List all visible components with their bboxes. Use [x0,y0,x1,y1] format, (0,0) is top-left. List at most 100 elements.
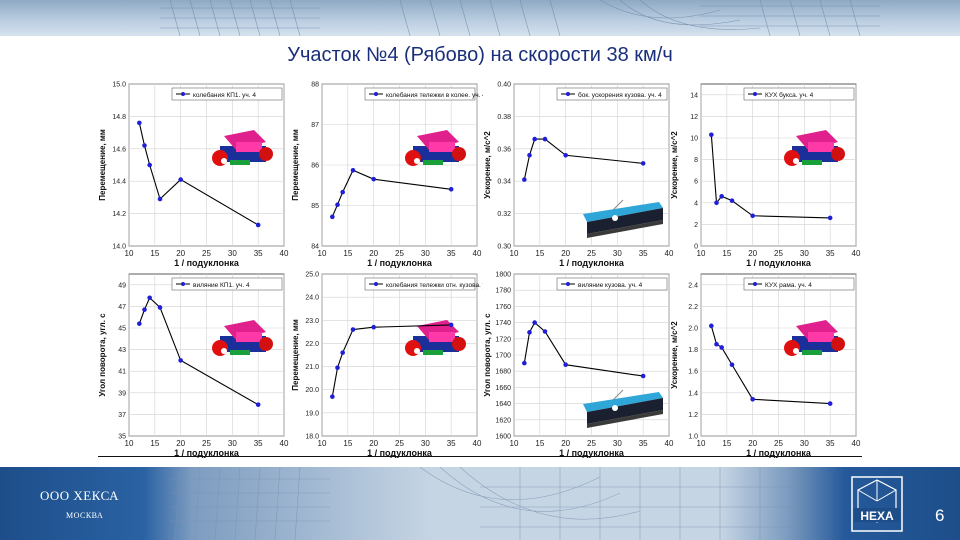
y-tick-label: 1620 [495,417,511,424]
x-tick-label: 35 [639,249,648,258]
x-tick-label: 30 [228,439,237,448]
bogie-bolster [796,130,838,150]
x-tick-label: 35 [447,439,456,448]
x-tick-label: 25 [202,249,211,258]
legend: бок. ускорения кузова. уч. 4 [556,87,668,101]
y-tick-label: 86 [311,163,319,170]
x-tick-label: 15 [535,249,544,258]
x-tick-label: 15 [343,439,352,448]
y-tick-label: 1780 [495,288,511,295]
x-tick-label: 40 [665,439,674,448]
y-tick-label: 14 [690,92,698,99]
car-model-image [583,389,663,428]
y-axis-label: Ускорение, м/с^2 [670,321,679,389]
wheel-right [259,337,273,351]
x-tick-label: 10 [510,249,519,258]
mesh-texture-bottom [170,467,800,540]
legend-box [743,87,855,101]
data-point [532,320,537,325]
data-point [178,177,183,182]
chart-4: 10 15 20 25 30 35 40 0 2 4 6 8 10 12 14 КУХ букса. уч. … [670,83,861,268]
data-point [527,330,532,335]
logo-text: HEXA [860,509,894,523]
grid [321,273,478,437]
data-point [350,327,356,332]
y-tick-label: 2 [694,222,698,229]
y-tick-label: 1720 [495,336,511,343]
bogie-model-image [405,130,466,166]
y-tick-label: 1640 [495,401,511,408]
x-tick-label: 25 [774,439,783,448]
y-tick-label: 41 [118,369,126,376]
chart-panel-1: 10 15 20 25 30 35 40 14.0 14.2 14.4 14.6 14.8 15.0 ко… [95,78,290,270]
x-tick-label: 15 [150,249,159,258]
wheel-right [831,147,845,161]
wheel-hub [414,348,420,354]
x-tick-label: 30 [800,439,809,448]
x-tick-label: 30 [613,439,622,448]
x-tick-label: 15 [722,249,731,258]
bogie-bolster [417,130,459,150]
bogie-top [236,142,262,152]
y-tick-label: 1660 [495,385,511,392]
wheel-hub [414,158,420,164]
data-point [714,341,719,347]
y-tick-label: 21.0 [305,364,319,371]
chart-panel-4: 10 15 20 25 30 35 40 0 2 4 6 8 10 12 14 КУХ букса. уч. … [667,78,862,270]
x-tick-label: 15 [150,439,159,448]
car-axis [612,389,624,401]
chart-panel-6: 10 15 20 25 30 35 40 18.0 19.0 20.0 21.0 22.0 23.0 24… [288,268,497,460]
legend-label: КУХ рама. уч. 4 [765,282,812,289]
bogie-spring [230,160,250,165]
y-tick-label: 1.4 [688,390,698,397]
y-tick-label: 1800 [495,272,511,279]
series-line [331,324,452,397]
data-point [178,358,183,363]
car-underframe [587,410,663,428]
y-tick-label: 14.2 [112,211,126,218]
y-tick-label: 37 [118,412,126,419]
data-point [255,222,261,228]
wheel-left [212,340,228,356]
y-tick-label: 43 [118,347,126,354]
bogie-model-image [784,320,845,356]
x-tick-label: 20 [176,249,185,258]
y-tick-label: 6 [694,179,698,186]
x-axis-label: 1 / подуклонка [174,448,240,458]
x-tick-label: 40 [280,249,289,258]
x-tick-label: 30 [421,249,430,258]
y-tick-label: 1.6 [688,369,698,376]
company-name: ООО ХЕКСА [40,488,120,503]
x-tick-label: 15 [722,439,731,448]
legend: колебания тележки отн. кузова. уч. 4 [364,277,497,291]
y-tick-label: 14.4 [112,179,126,186]
wheel-left [405,150,421,166]
wheel-hub [221,348,227,354]
y-tick-label: 39 [118,390,126,397]
legend-label: колебания тележки отн. кузова. уч. 4 [386,281,483,289]
x-tick-label: 10 [697,439,706,448]
legend-marker [566,282,570,286]
data-point [640,161,646,166]
legend: КУХ рама. уч. 4 [743,277,855,291]
wheel-left [784,150,800,166]
legend-marker [753,282,757,286]
bogie-bolster [224,130,266,150]
data-point [750,213,755,219]
y-tick-label: 1740 [495,320,511,327]
legend-box [171,87,283,101]
data-point [729,362,735,368]
data-point [448,187,454,192]
x-tick-label: 35 [826,439,835,448]
series-line [710,134,831,219]
data-point [330,394,335,399]
bogie-model-image [212,130,273,166]
bogie-bolster [796,320,838,340]
chart-panel-5: 10 15 20 25 30 35 40 35 37 39 41 43 45 47 49 виляние КП… [95,268,290,460]
x-tick-label: 35 [254,249,263,258]
legend: колебания тележки в колее. уч. 4 [364,87,486,101]
data-point [532,136,537,142]
x-tick-label: 40 [665,249,674,258]
y-tick-label: 0.40 [497,82,511,89]
data-point [827,401,833,406]
